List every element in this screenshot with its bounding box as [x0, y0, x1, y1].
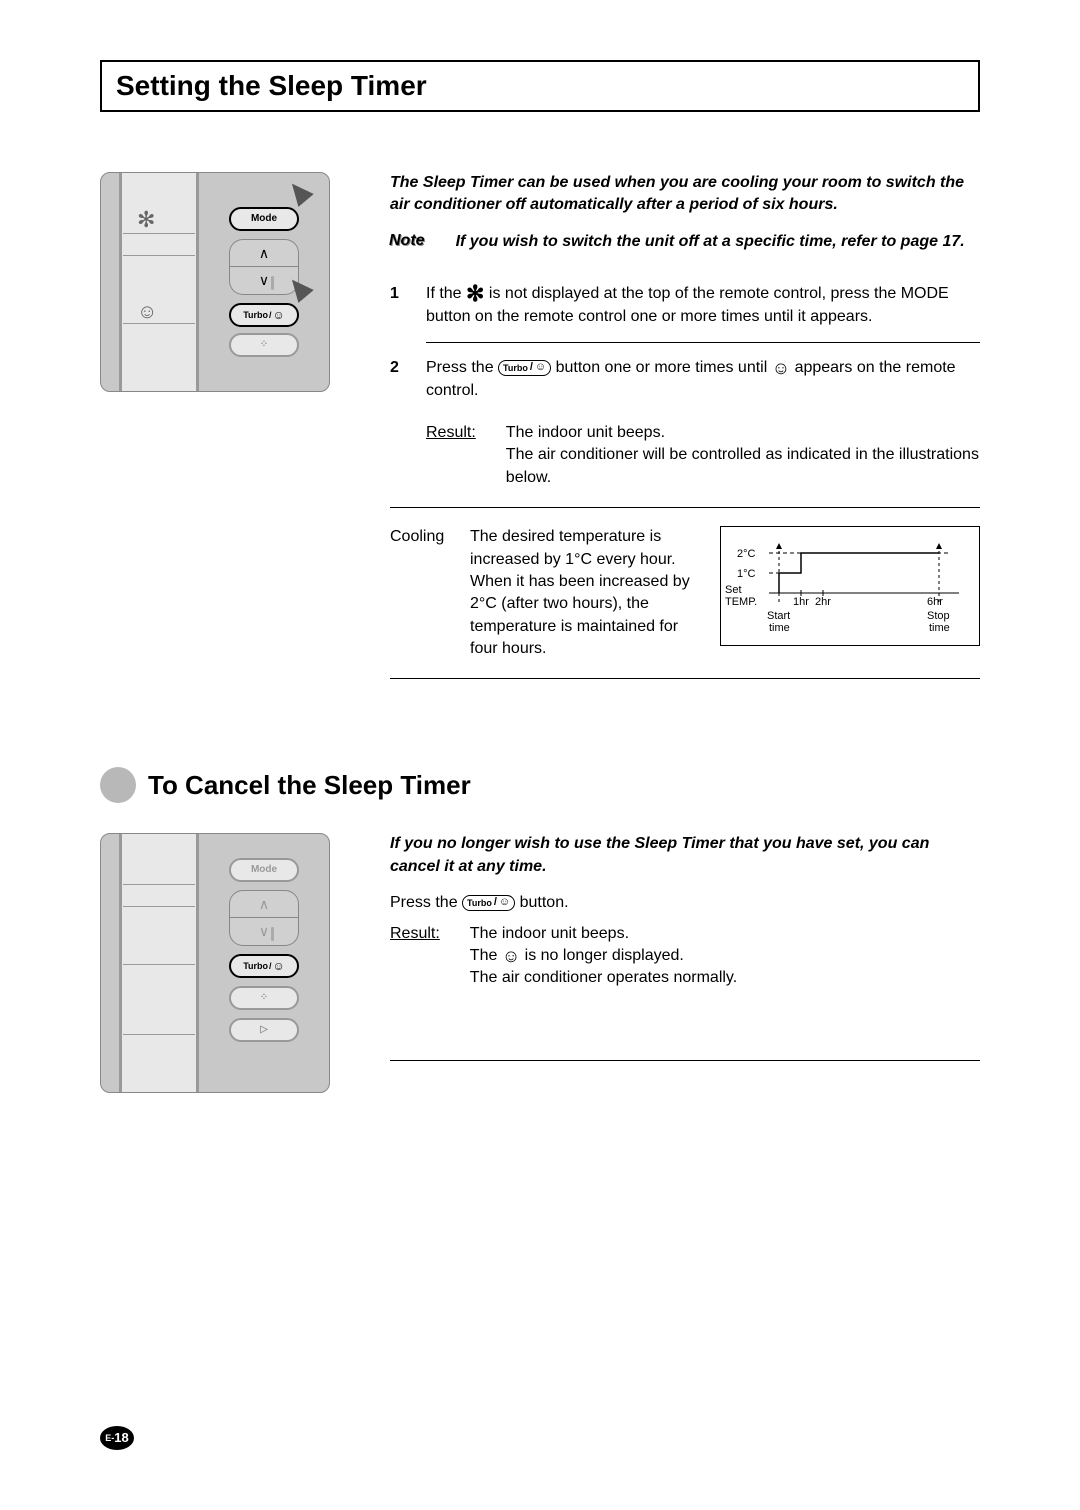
press-line: Press the Turbo/☺ button.	[390, 892, 980, 914]
result-label: Result:	[426, 422, 476, 489]
temperature-chart: 2°C 1°C Set TEMP. 1hr 2hr 6hr Start time…	[720, 526, 980, 646]
step-1: 1 If the ✻ is not displayed at the top o…	[390, 273, 980, 338]
subsection-title: To Cancel the Sleep Timer	[148, 770, 471, 801]
pointer-icon	[284, 177, 313, 207]
airflow-button: ▷	[229, 1018, 299, 1042]
sleep-icon: ☺	[137, 301, 157, 324]
subsection-header: To Cancel the Sleep Timer	[100, 767, 980, 803]
mode-button: Mode	[229, 858, 299, 882]
sleep-face-icon: ☺	[502, 947, 520, 965]
step-2: 2 Press the Turbo/☺ button one or more t…	[390, 347, 980, 412]
divider	[390, 1060, 980, 1061]
snow-icon: ✻	[137, 207, 155, 233]
swing-button: ⁘	[229, 333, 299, 357]
cooling-text: The desired temperature is increased by …	[470, 526, 700, 660]
section-title: Setting the Sleep Timer	[116, 70, 964, 102]
turbo-pill-icon: Turbo/☺	[498, 360, 551, 376]
note-text: If you wish to switch the unit off at a …	[456, 231, 965, 253]
turbo-sleep-button: Turbo/☺	[229, 303, 299, 327]
temp-down-button: ∨	[229, 918, 299, 946]
turbo-pill-icon: Turbo/☺	[462, 895, 515, 911]
intro-text-2: If you no longer wish to use the Sleep T…	[390, 833, 980, 878]
page-number: E-18	[100, 1426, 134, 1450]
divider	[390, 678, 980, 679]
divider	[390, 507, 980, 508]
temp-up-button: ∧	[229, 890, 299, 918]
note-label: Note	[390, 231, 426, 253]
section-title-box: Setting the Sleep Timer	[100, 60, 980, 112]
divider	[426, 342, 980, 343]
mode-button: Mode	[229, 207, 299, 231]
note-row: Note If you wish to switch the unit off …	[390, 231, 980, 253]
remote-illustration-1: ✻ ☺ Mode ∧ ∨ Turbo/☺ ⁘	[100, 172, 360, 697]
decorative-dot	[100, 767, 136, 803]
temp-up-button: ∧	[229, 239, 299, 267]
result-row: Result: The indoor unit beeps. The air c…	[426, 422, 980, 489]
sleep-face-icon: ☺	[772, 359, 790, 377]
cooling-label: Cooling	[390, 526, 450, 548]
snowflake-icon: ✻	[466, 283, 484, 305]
cooling-row: Cooling The desired temperature is incre…	[390, 526, 980, 660]
result-row-2: Result: The indoor unit beeps. The ☺ is …	[390, 923, 980, 990]
turbo-sleep-button: Turbo/☺	[229, 954, 299, 978]
swing-button: ⁘	[229, 986, 299, 1010]
intro-text: The Sleep Timer can be used when you are…	[390, 172, 980, 217]
remote-illustration-2: Mode ∧ ∨ Turbo/☺ ⁘ ▷	[100, 833, 360, 1093]
result-label: Result:	[390, 923, 440, 990]
